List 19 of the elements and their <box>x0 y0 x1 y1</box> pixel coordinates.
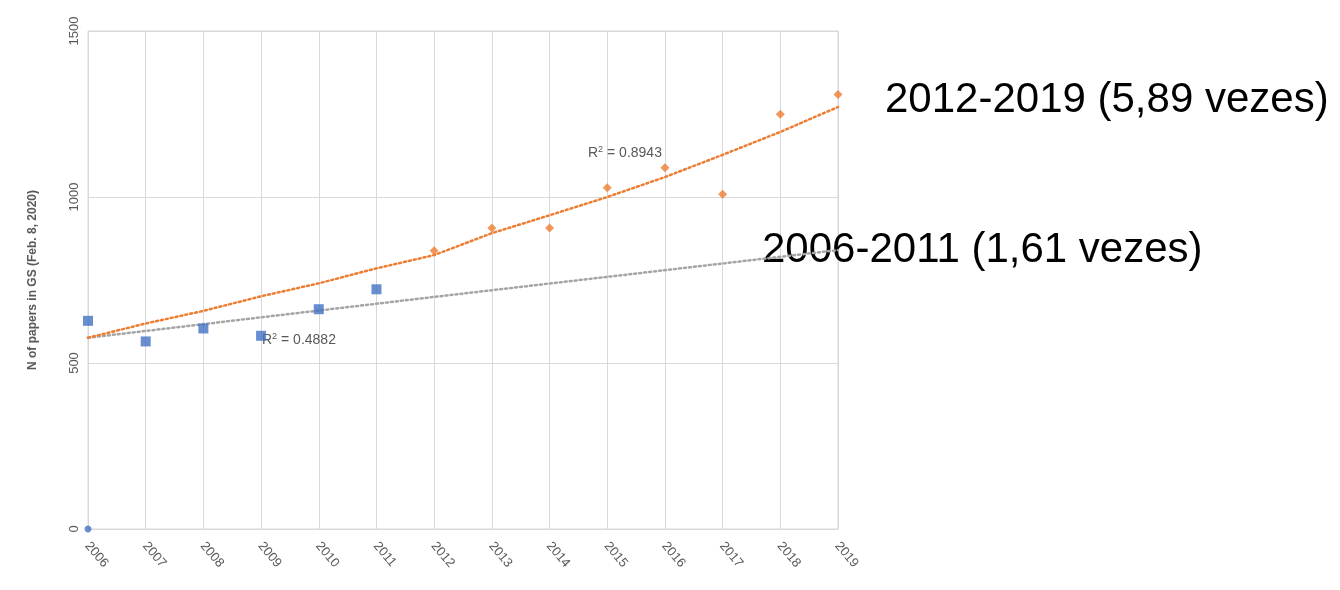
point <box>833 89 843 99</box>
point <box>545 223 555 233</box>
y-axis-title: N of papers in GS (Feb. 8, 2020) <box>25 189 39 371</box>
y-tick-label: 0 <box>66 525 81 533</box>
point <box>602 183 612 193</box>
point <box>487 223 497 233</box>
point <box>313 304 324 315</box>
point <box>198 323 209 334</box>
point <box>140 336 151 347</box>
point <box>83 315 93 326</box>
y-tick-label: 1000 <box>66 182 81 212</box>
y-tick-label: 500 <box>66 352 81 374</box>
point <box>660 163 670 173</box>
text: 2012-2019 (5,89 vezes) <box>885 73 1329 121</box>
annotation: 2006-2011 (1,61 vezes) <box>762 223 1203 271</box>
y-tick-label: 1500 <box>66 16 81 46</box>
point <box>718 189 728 199</box>
point <box>371 284 382 295</box>
point <box>775 109 785 119</box>
